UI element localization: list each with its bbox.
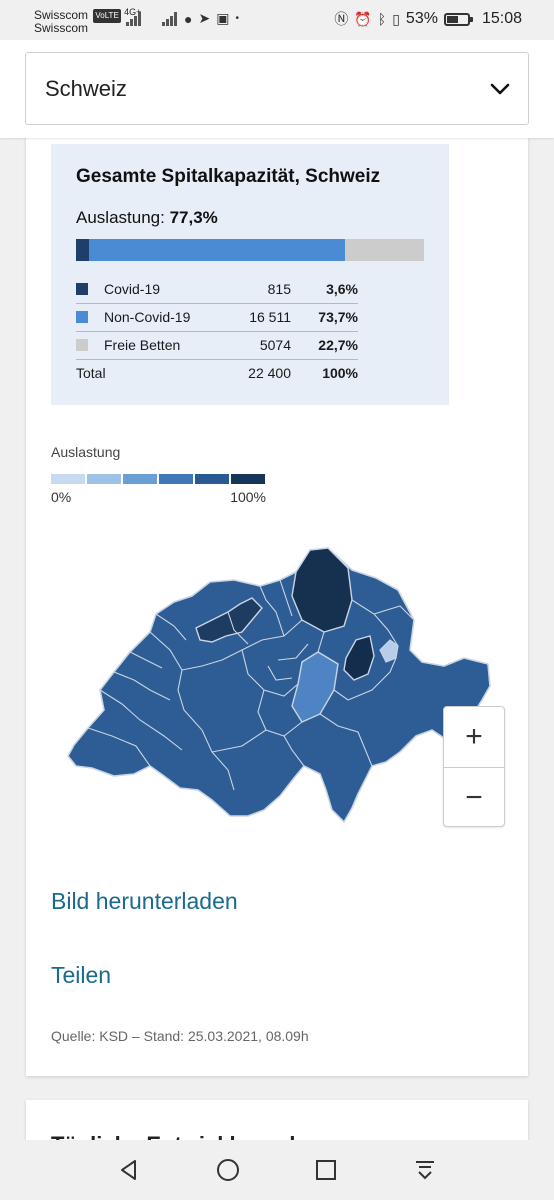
scale-step bbox=[123, 474, 157, 484]
navigation-bar bbox=[0, 1140, 554, 1200]
total-row: Total 22 400 100% bbox=[76, 359, 358, 387]
scale-steps bbox=[51, 474, 266, 484]
scale-max: 100% bbox=[230, 489, 266, 505]
bar-segment-non-covid bbox=[88, 239, 345, 261]
telegram-icon: ➤ bbox=[198, 10, 211, 26]
utilization-value: 77,3% bbox=[169, 208, 218, 227]
country-outline bbox=[67, 547, 491, 824]
legend-label: Non-Covid-19 bbox=[104, 309, 191, 325]
utilization-label: Auslastung: bbox=[76, 208, 165, 227]
zoom-in-button[interactable]: + bbox=[465, 720, 483, 753]
legend-swatch bbox=[76, 282, 88, 295]
nfc-icon: Ⓝ bbox=[334, 11, 349, 27]
notification-icons: ● ➤ ▣ • bbox=[126, 10, 239, 27]
bar-segment-free bbox=[344, 239, 424, 261]
carrier-1: Swisscom VoLTE 4G+ bbox=[34, 5, 141, 23]
scale-ends: 0% 100% bbox=[51, 489, 266, 507]
back-button[interactable] bbox=[109, 1150, 149, 1190]
scale-step bbox=[195, 474, 229, 484]
capacity-title: Gesamte Spitalkapazität, Schweiz bbox=[76, 166, 381, 187]
system-icons: Ⓝ ⏰ ᛒ ▯ 53% 15:08 bbox=[334, 9, 522, 29]
total-percent: 100% bbox=[322, 365, 358, 382]
home-icon bbox=[216, 1159, 239, 1181]
legend-label: Covid-19 bbox=[104, 280, 161, 297]
chevron-down-icon bbox=[490, 83, 510, 95]
facebook-icon: ● bbox=[184, 10, 193, 27]
legend-percent: 22,7% bbox=[291, 331, 358, 360]
pull-down-icon bbox=[415, 1161, 434, 1180]
source-note: Quelle: KSD – Stand: 25.03.2021, 08.09h bbox=[51, 1028, 309, 1044]
share-link[interactable]: Teilen bbox=[51, 962, 112, 988]
legend-label: Freie Betten bbox=[104, 337, 181, 353]
canton-basel bbox=[195, 597, 263, 643]
next-card bbox=[26, 1100, 528, 1140]
scale-step bbox=[159, 474, 193, 484]
scale-step bbox=[87, 474, 121, 484]
region-dropdown-value: Schweiz bbox=[45, 75, 127, 101]
battery-percent: 53% bbox=[405, 10, 438, 27]
carrier-2: Swisscom bbox=[34, 21, 89, 35]
recents-button[interactable] bbox=[306, 1150, 346, 1190]
legend-percent: 3,6% bbox=[291, 275, 358, 304]
recents-icon bbox=[316, 1160, 337, 1180]
back-icon bbox=[121, 1160, 137, 1180]
alarm-icon: ⏰ bbox=[354, 10, 372, 27]
utilization-line: Auslastung: 77,3% bbox=[76, 208, 424, 228]
utilization-scale: Auslastung 0% 100% bbox=[51, 444, 266, 507]
capacity-table: Covid-19 815 3,6% Non-Covid-19 16 511 73… bbox=[76, 275, 358, 387]
scale-step bbox=[51, 474, 85, 484]
scale-label: Auslastung bbox=[51, 444, 121, 460]
bar-segment-covid bbox=[76, 239, 89, 261]
next-section-title: Tägliche Entwicklung der bbox=[51, 1132, 316, 1140]
canton-glarus bbox=[343, 635, 375, 681]
signal-2-icon bbox=[162, 11, 178, 26]
home-button[interactable] bbox=[208, 1150, 248, 1190]
table-row: Covid-19 815 3,6% bbox=[76, 275, 358, 304]
notifications-pull-button[interactable] bbox=[405, 1150, 445, 1190]
scale-min: 0% bbox=[51, 489, 72, 505]
capacity-summary: Gesamte Spitalkapazität, Schweiz Auslast… bbox=[51, 144, 449, 405]
table-row: Non-Covid-19 16 511 73,7% bbox=[76, 303, 358, 332]
volte-badge: VoLTE bbox=[93, 9, 121, 23]
more-icon: • bbox=[235, 13, 239, 24]
legend-swatch bbox=[76, 311, 88, 323]
signal-icon bbox=[126, 11, 142, 26]
legend-value: 16 511 bbox=[231, 303, 291, 332]
canton-appenzell bbox=[379, 639, 399, 663]
legend-swatch bbox=[76, 339, 88, 351]
legend-percent: 73,7% bbox=[291, 303, 358, 332]
battery-icon bbox=[443, 12, 473, 26]
news-icon: ▣ bbox=[216, 10, 230, 26]
carrier-1-name: Swisscom bbox=[34, 8, 89, 22]
map-zoom-controls: + − bbox=[443, 706, 505, 827]
page: Schweiz Gesamte Spitalkapazität, Schweiz… bbox=[0, 40, 554, 1140]
canton-zurich bbox=[291, 547, 353, 633]
download-image-link[interactable]: Bild herunterladen bbox=[51, 888, 238, 914]
legend-value: 815 bbox=[231, 275, 291, 304]
zoom-out-button[interactable]: − bbox=[444, 767, 504, 827]
legend-value: 5074 bbox=[231, 331, 291, 360]
clock: 15:08 bbox=[481, 10, 522, 27]
canton-borders bbox=[87, 579, 415, 791]
region-dropdown[interactable]: Schweiz bbox=[25, 52, 529, 125]
status-bar: Swisscom VoLTE 4G+ Swisscom ● ➤ ▣ • Ⓝ ⏰ … bbox=[0, 0, 554, 40]
table-row: Freie Betten 5074 22,7% bbox=[76, 331, 358, 360]
capacity-bar bbox=[76, 239, 424, 261]
total-value: 22 400 bbox=[248, 365, 291, 382]
total-label: Total bbox=[76, 365, 106, 382]
bluetooth-icon: ᛒ bbox=[377, 11, 387, 27]
switzerland-map[interactable] bbox=[52, 540, 498, 830]
network-type: 4G+ bbox=[124, 7, 142, 17]
vibrate-icon: ▯ bbox=[392, 10, 400, 27]
scale-step bbox=[231, 474, 265, 484]
